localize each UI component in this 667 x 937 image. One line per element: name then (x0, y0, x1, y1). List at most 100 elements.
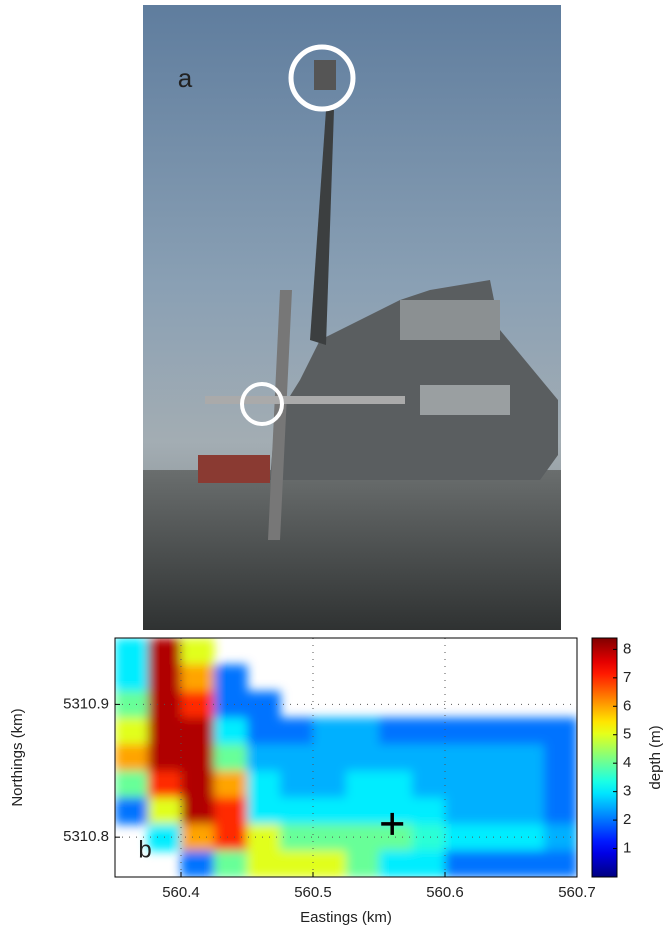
depth-cell (148, 638, 182, 665)
depth-cell (412, 797, 446, 824)
depth-cell (280, 824, 314, 851)
depth-cell (412, 824, 446, 851)
depth-cell (148, 771, 182, 798)
depth-cell (181, 665, 215, 692)
depth-cell (544, 718, 578, 745)
depth-cell (346, 718, 380, 745)
depth-cell (478, 744, 512, 771)
depth-cell (346, 850, 380, 877)
depth-cell (148, 744, 182, 771)
depth-cell (214, 718, 248, 745)
depth-cell (115, 771, 149, 798)
depth-cell (445, 797, 479, 824)
depth-cell (544, 850, 578, 877)
depth-cell (478, 718, 512, 745)
depth-cell (214, 797, 248, 824)
depth-cell (247, 718, 281, 745)
depth-cell (247, 824, 281, 851)
colorbar-tick-label: 6 (623, 697, 631, 714)
depth-cell (379, 744, 413, 771)
depth-cell (445, 744, 479, 771)
depth-cell (181, 638, 215, 665)
depth-cell (511, 718, 545, 745)
depth-cell (379, 771, 413, 798)
depth-cell (412, 850, 446, 877)
depth-cell (511, 797, 545, 824)
depth-cell (247, 797, 281, 824)
depth-cell (181, 850, 215, 877)
depth-cell (247, 850, 281, 877)
depth-cell (280, 718, 314, 745)
depth-cell (445, 718, 479, 745)
depth-cell (346, 797, 380, 824)
depth-cell (247, 691, 281, 718)
depth-cell (247, 744, 281, 771)
depth-cell (478, 850, 512, 877)
depth-cell (313, 850, 347, 877)
depth-cell (511, 850, 545, 877)
depth-cell (313, 797, 347, 824)
depth-cell (280, 850, 314, 877)
depth-cell (247, 771, 281, 798)
depth-cell (412, 744, 446, 771)
x-tick-label: 560.6 (426, 884, 464, 901)
depth-cell (379, 850, 413, 877)
depth-cell (412, 771, 446, 798)
depth-cell (214, 771, 248, 798)
colorbar-tick-label: 4 (623, 754, 631, 771)
depth-cell (214, 691, 248, 718)
depth-cell (478, 797, 512, 824)
x-tick-label: 560.4 (162, 884, 200, 901)
depth-cell (445, 771, 479, 798)
depth-cell (181, 824, 215, 851)
colorbar-tick-label: 7 (623, 669, 631, 686)
colorbar-tick-label: 2 (623, 811, 631, 828)
depth-cell (313, 771, 347, 798)
depth-cell (115, 638, 149, 665)
colorbar-tick-label: 1 (623, 840, 631, 857)
depth-cell (412, 718, 446, 745)
depth-cell (181, 691, 215, 718)
depth-cell (115, 797, 149, 824)
depth-cell (115, 718, 149, 745)
depth-cell (313, 718, 347, 745)
figure: a 560.4 560.5 560.6 560.7 5310.8 5310.9 b Easti… (0, 0, 667, 932)
colorbar-tick-label: 5 (623, 726, 631, 743)
photo: a (143, 5, 561, 630)
depth-cell (214, 850, 248, 877)
depth-cell (544, 797, 578, 824)
panel-label: b (138, 836, 151, 863)
depth-cell (511, 824, 545, 851)
depth-cell (181, 744, 215, 771)
colorbar-title: depth (m) (647, 725, 664, 789)
colorbar (592, 638, 617, 877)
depth-cell (115, 665, 149, 692)
x-tick-label: 560.5 (294, 884, 332, 901)
depth-cell (181, 771, 215, 798)
depth-cell (313, 744, 347, 771)
depth-cell (148, 718, 182, 745)
depth-cell (148, 665, 182, 692)
depth-cell (214, 744, 248, 771)
colorbar-tick-label: 8 (623, 640, 631, 657)
depth-cell (379, 718, 413, 745)
depth-cell (214, 665, 248, 692)
panel-label: a (178, 63, 193, 93)
depth-cell (445, 850, 479, 877)
depth-cell (445, 824, 479, 851)
x-tick-label: 560.7 (558, 884, 596, 901)
depth-cell (148, 797, 182, 824)
x-axis-title: Eastings (km) (300, 909, 392, 926)
y-tick-label: 5310.9 (63, 695, 109, 712)
depth-cell (379, 797, 413, 824)
y-tick-label: 5310.8 (63, 828, 109, 845)
depth-cell (511, 771, 545, 798)
depth-cell (181, 797, 215, 824)
depth-cell (115, 744, 149, 771)
depth-cell (280, 771, 314, 798)
depth-cell (346, 771, 380, 798)
depth-cell (511, 744, 545, 771)
depth-cell (544, 771, 578, 798)
depth-cell (181, 718, 215, 745)
depth-cell (214, 824, 248, 851)
